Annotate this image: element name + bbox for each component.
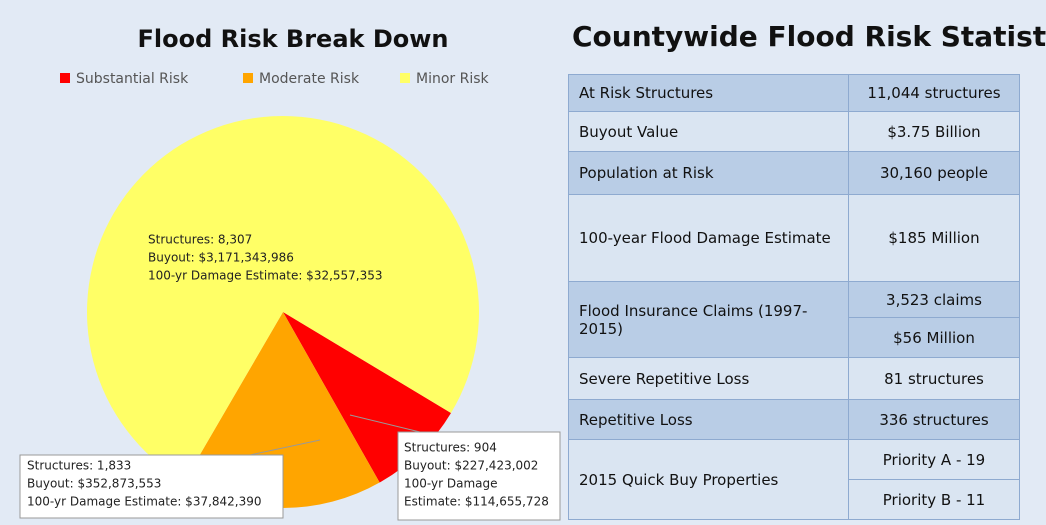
- row-value: $56 Million: [848, 317, 1020, 358]
- row-value: 81 structures: [848, 357, 1020, 400]
- callout-box: [19, 454, 284, 519]
- row-label: Repetitive Loss: [568, 399, 849, 440]
- table-row: Flood Insurance Claims (1997-2015) 3,523 …: [568, 281, 1020, 358]
- row-label: Population at Risk: [568, 151, 849, 195]
- row-value: $185 Million: [848, 194, 1020, 282]
- table-row: $56 Million: [569, 317, 1020, 358]
- slice-annotation: Buyout: $3,171,343,986: [148, 251, 294, 265]
- callout-pointer: [349, 414, 421, 433]
- row-value: $3.75 Billion: [848, 111, 1020, 152]
- callout-pointer: [249, 439, 321, 456]
- legend-swatch: [60, 73, 70, 83]
- chart-title: Flood Risk Break Down: [137, 25, 448, 53]
- row-label: 100-year Flood Damage Estimate: [568, 194, 849, 282]
- table-row: Repetitive Loss 336 structures: [568, 399, 1020, 440]
- table-row: Severe Repetitive Loss 81 structures: [568, 357, 1020, 400]
- table-row: 100-year Flood Damage Estimate $185 Milli…: [568, 194, 1020, 282]
- row-label: Buyout Value: [568, 111, 849, 152]
- callout-box: [397, 431, 561, 521]
- chart: Flood Risk Break Down Substantial Risk Mo…: [19, 25, 561, 521]
- table-row: Priority B - 11: [569, 479, 1020, 520]
- slice-annotation: Estimate: $114,655,728: [404, 495, 549, 509]
- stats-table: At Risk Structures 11,044 structures Buyou…: [568, 74, 1020, 520]
- slice-annotation: Structures: 904: [404, 441, 497, 455]
- slice-annotation: Buyout: $352,873,553: [27, 477, 161, 491]
- row-label: 2015 Quick Buy Properties: [568, 439, 849, 520]
- slice-annotation: Structures: 8,307: [148, 233, 252, 247]
- slice-annotation: 100-yr Damage: [404, 477, 498, 491]
- row-value: Priority A - 19: [848, 439, 1020, 480]
- slice-annotation: Structures: 1,833: [27, 459, 131, 473]
- row-label: At Risk Structures: [568, 74, 849, 112]
- legend-swatch: [400, 73, 410, 83]
- row-value: Priority B - 11: [848, 479, 1020, 520]
- row-label: Severe Repetitive Loss: [568, 357, 849, 400]
- legend-label: Substantial Risk: [76, 71, 189, 87]
- legend-swatch: [243, 73, 253, 83]
- legend-label: Moderate Risk: [259, 71, 360, 87]
- row-value: 336 structures: [848, 399, 1020, 440]
- legend-label: Minor Risk: [416, 71, 490, 87]
- table-row: Buyout Value $3.75 Billion: [568, 111, 1020, 152]
- pie-slice: [86, 115, 479, 482]
- table-row: Population at Risk 30,160 people: [568, 151, 1020, 195]
- slice-annotation: 100-yr Damage Estimate: $32,557,353: [148, 269, 383, 283]
- table-row: 2015 Quick Buy Properties Priority A - 19: [568, 439, 1020, 520]
- row-value: 3,523 claims: [848, 281, 1020, 318]
- table-row: At Risk Structures 11,044 structures: [568, 74, 1020, 112]
- slice-annotation: 100-yr Damage Estimate: $37,842,390: [27, 495, 262, 509]
- row-label: Flood Insurance Claims (1997-2015): [568, 281, 849, 358]
- row-value: 30,160 people: [848, 151, 1020, 195]
- row-value: 11,044 structures: [848, 74, 1020, 112]
- slice-annotation: Buyout: $227,423,002: [404, 459, 538, 473]
- table-title: Countywide Flood Risk Statistics: [572, 20, 1046, 53]
